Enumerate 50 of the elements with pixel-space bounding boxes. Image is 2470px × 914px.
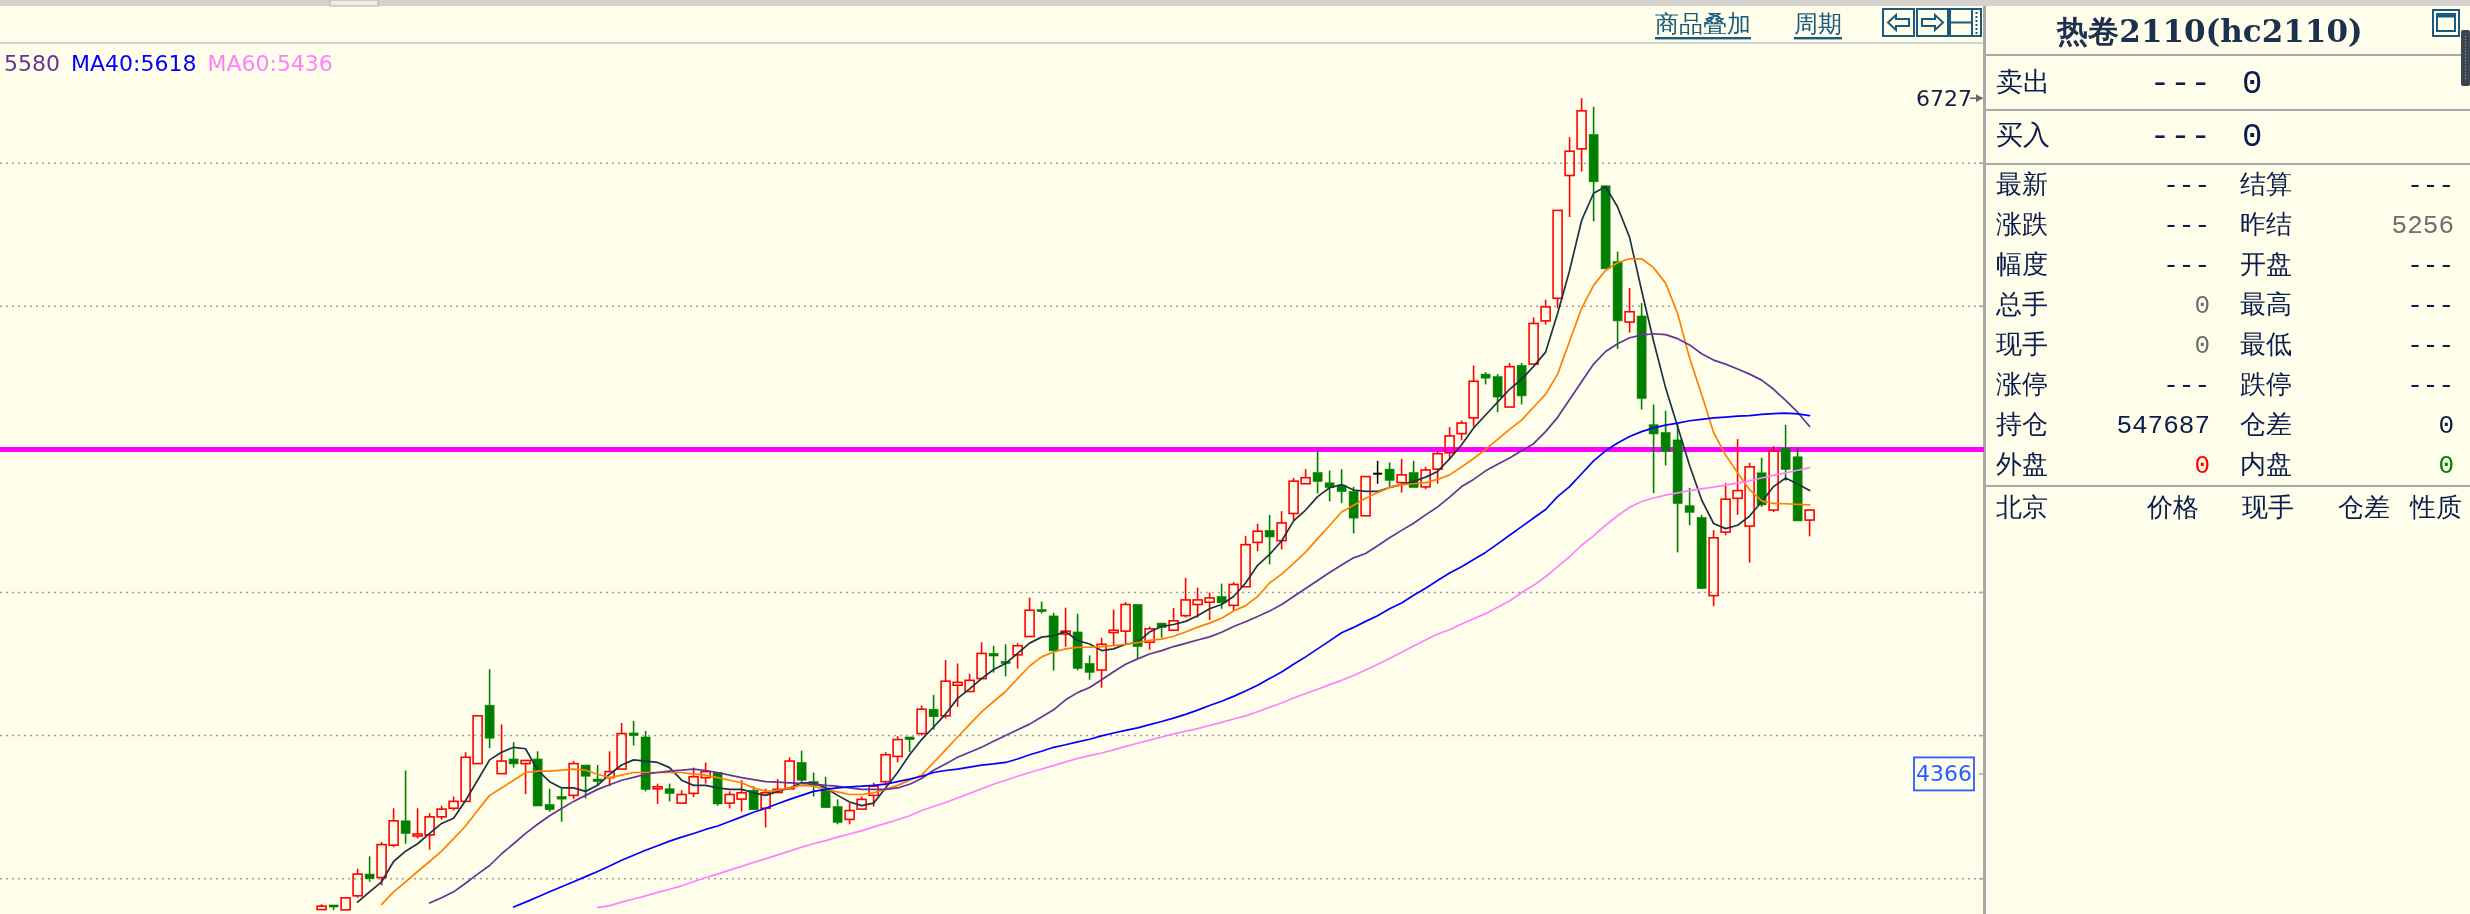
text: MA60:5436: [207, 50, 333, 76]
text: 0: [2194, 291, 2210, 321]
text: ---: [2149, 118, 2211, 156]
text: 幅度: [1996, 250, 2048, 281]
text: 涨跌: [1996, 211, 2048, 241]
text: 热卷2110(hc2110): [2056, 13, 2363, 49]
y-tick-label: 6727: [1916, 85, 1972, 111]
text: ---: [2163, 211, 2210, 241]
text: 0: [2194, 331, 2210, 361]
text: 5580: [4, 50, 60, 76]
text: 结算: [2240, 171, 2292, 201]
text: 最低: [2240, 331, 2292, 361]
text: ---: [2407, 251, 2454, 281]
text: 0: [2194, 451, 2210, 481]
text: 昨结: [2240, 211, 2292, 241]
text: ---: [2407, 371, 2454, 401]
text: 最新: [1996, 171, 2048, 201]
text: ---: [2163, 251, 2210, 281]
text: 内盘: [2240, 451, 2292, 481]
text: 周期: [1794, 10, 1842, 38]
text: 仓差: [2240, 411, 2292, 441]
text: 跌停: [2240, 371, 2292, 401]
text: 北京: [1996, 494, 2048, 524]
text: 价格: [2146, 494, 2199, 524]
text: ---: [2407, 291, 2454, 321]
text: 卖出: [1996, 68, 2050, 99]
text: 总手: [1995, 291, 2048, 321]
text: 商品叠加: [1655, 10, 1751, 38]
text: 现手: [1996, 331, 2048, 361]
text: MA40:5618: [71, 50, 197, 76]
text: 性质: [2409, 494, 2462, 524]
text: 现手: [2242, 494, 2294, 524]
text: 买入: [1996, 121, 2050, 152]
text: 547687: [2116, 411, 2210, 441]
text: 0: [2438, 411, 2454, 441]
text: ---: [2163, 371, 2210, 401]
text: 0: [2242, 118, 2263, 156]
text: ---: [2149, 65, 2211, 103]
text: 开盘: [2240, 251, 2292, 281]
text: 涨停: [1996, 371, 2048, 401]
text: 0: [2438, 451, 2454, 481]
text: 外盘: [1996, 451, 2048, 481]
text: 5256: [2391, 211, 2454, 241]
text: 最高: [2240, 290, 2292, 321]
text: ---: [2407, 171, 2454, 201]
text: ---: [2163, 171, 2210, 201]
text: 0: [2242, 65, 2263, 103]
text: ---: [2407, 331, 2454, 361]
text: 持仓: [1996, 411, 2048, 441]
text: 仓差: [2338, 494, 2390, 524]
